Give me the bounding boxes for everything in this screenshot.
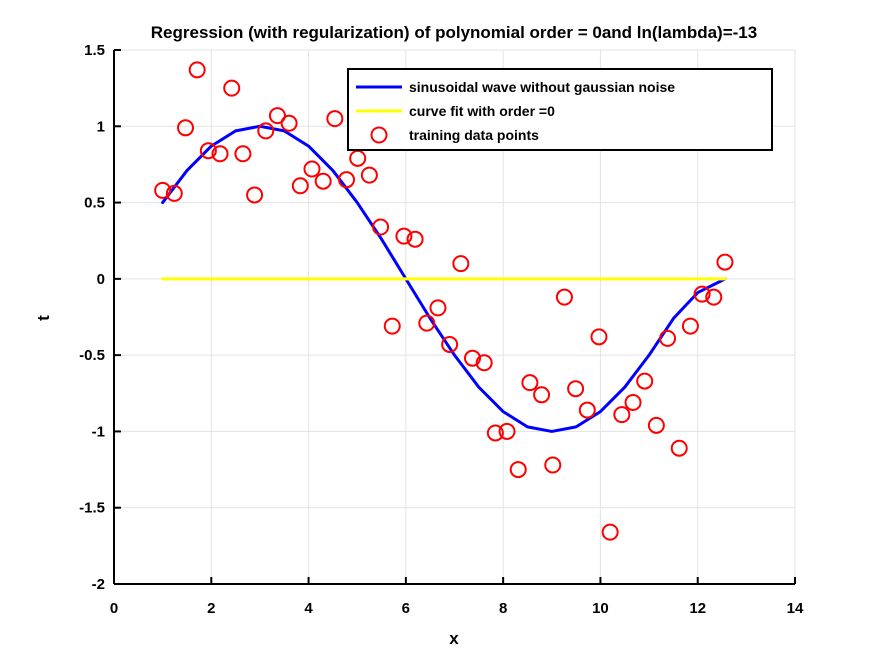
data-point	[418, 314, 436, 332]
x-tick-label: 12	[689, 600, 706, 617]
data-point	[463, 349, 481, 367]
data-point	[716, 253, 734, 271]
data-point	[533, 386, 551, 404]
x-tick-label: 8	[499, 600, 507, 617]
data-point	[338, 171, 356, 189]
data-point	[509, 461, 527, 479]
series-line	[161, 124, 727, 433]
data-point	[360, 166, 378, 184]
y-axis-label: t	[34, 315, 53, 321]
data-point	[395, 227, 413, 245]
x-tick-label: 10	[592, 600, 609, 617]
data-point	[223, 79, 241, 97]
data-point	[199, 142, 217, 160]
data-point	[486, 424, 504, 442]
data-point	[624, 393, 642, 411]
data-point	[257, 122, 275, 140]
tick-labels: 0 2 4 6 8 10 12 14 -2 -1.5 -1 -0.5 0 0.5 1 1.5	[79, 42, 804, 617]
x-tick-label: 4	[304, 600, 313, 617]
x-tick-label: 14	[787, 600, 804, 617]
plot-series	[154, 61, 734, 541]
data-point	[693, 285, 711, 303]
axes	[113, 49, 796, 585]
data-point	[647, 416, 665, 434]
y-tick-label: -1	[92, 423, 105, 440]
legend-label-sinusoid: sinusoidal wave without gaussian noise	[409, 79, 675, 95]
x-tick-label: 6	[402, 600, 410, 617]
x-tick-label: 2	[207, 600, 215, 617]
data-point	[372, 218, 390, 236]
data-point	[705, 288, 723, 306]
data-point	[406, 230, 424, 248]
data-point	[441, 335, 459, 353]
data-point	[590, 328, 608, 346]
legend-label-fit: curve fit with order =0	[409, 103, 555, 119]
data-point	[555, 288, 573, 306]
data-point	[314, 172, 332, 190]
data-point	[567, 380, 585, 398]
data-point	[188, 61, 206, 79]
x-axis-label: x	[449, 629, 459, 648]
data-point	[154, 181, 172, 199]
data-point	[475, 354, 493, 372]
data-point	[429, 299, 447, 317]
y-tick-label: -1.5	[79, 500, 105, 517]
data-point	[613, 406, 631, 424]
data-point	[234, 145, 252, 163]
y-tick-label: -2	[92, 576, 105, 593]
y-tick-label: 0	[97, 271, 105, 288]
y-tick-label: 0.5	[84, 195, 105, 212]
data-point	[303, 160, 321, 178]
legend-box	[347, 68, 773, 151]
legend-label-training: training data points	[409, 127, 539, 143]
data-point	[246, 186, 264, 204]
data-point	[521, 374, 539, 392]
data-point	[636, 372, 654, 390]
data-point	[268, 107, 286, 125]
legend-swatch-training	[370, 126, 388, 144]
data-point	[177, 119, 195, 137]
chart-title: Regression (with regularization) of poly…	[151, 23, 757, 42]
data-point	[452, 255, 470, 273]
data-point	[681, 317, 699, 335]
y-tick-label: 1	[97, 118, 105, 135]
data-point	[578, 401, 596, 419]
y-tick-label: -0.5	[79, 347, 105, 364]
data-point	[383, 317, 401, 335]
data-point	[326, 110, 344, 128]
data-point	[280, 114, 298, 132]
data-point	[601, 523, 619, 541]
y-tick-label: 1.5	[84, 42, 105, 59]
data-point	[544, 456, 562, 474]
data-point	[670, 439, 688, 457]
data-point	[211, 145, 229, 163]
data-point	[498, 422, 516, 440]
data-point	[291, 177, 309, 195]
x-tick-label: 0	[110, 600, 118, 617]
data-point	[659, 329, 677, 347]
legend: sinusoidal wave without gaussian noise c…	[347, 68, 773, 151]
data-point	[165, 184, 183, 202]
